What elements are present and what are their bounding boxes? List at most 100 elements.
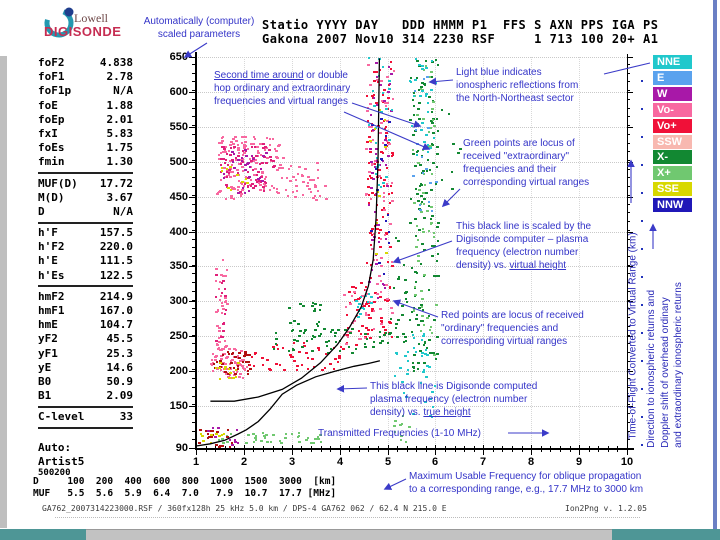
echo-dot	[318, 321, 320, 323]
echo-dot	[417, 324, 420, 326]
echo-dot	[218, 446, 220, 448]
echo-dot	[401, 305, 404, 307]
echo-dot	[210, 434, 213, 436]
echo-dot	[391, 200, 394, 202]
annotation-line: to a corresponding range, e.g., 17.7 MHz…	[409, 483, 667, 496]
echo-dot	[244, 369, 246, 371]
echo-dot	[262, 143, 265, 145]
annotation-text: Digisonde computer – plasma	[456, 234, 589, 245]
echo-dot	[412, 413, 415, 415]
echo-dot	[259, 189, 262, 191]
echo-dot	[373, 259, 375, 261]
echo-dot	[416, 143, 419, 145]
echo-dot	[413, 105, 415, 107]
annotation-line: corresponding virtual ranges	[441, 335, 613, 348]
echo-dot	[414, 79, 417, 81]
echo-dot	[422, 309, 424, 311]
echo-dot	[425, 95, 427, 97]
echo-dot	[436, 260, 438, 262]
echo-dot	[401, 314, 404, 316]
echo-dot	[237, 365, 239, 367]
echo-dot	[422, 170, 425, 172]
echo-dot	[418, 89, 420, 91]
echo-dot	[431, 108, 434, 110]
echo-dot	[317, 325, 319, 327]
echo-dot	[226, 269, 228, 271]
echo-dot	[421, 82, 424, 84]
echo-dot	[361, 325, 364, 327]
echo-dot	[293, 360, 296, 362]
param-label: D	[38, 204, 45, 218]
echo-dot	[370, 161, 373, 163]
x-tick	[579, 445, 580, 455]
echo-dot	[349, 332, 352, 334]
annotation-line: Red points are locus of received	[441, 309, 613, 322]
echo-dot	[409, 222, 412, 224]
annotation-black-line-scaled: This black line is scaled by the Digisond…	[456, 220, 621, 272]
echo-dot	[376, 160, 378, 162]
echo-dot	[380, 80, 383, 82]
echo-dot	[315, 199, 318, 201]
echo-dot	[389, 287, 391, 289]
param-label: foEp	[38, 112, 65, 126]
echo-dot	[419, 209, 422, 211]
echo-dot	[303, 332, 305, 334]
echo-dot	[413, 95, 415, 97]
echo-dot	[365, 286, 367, 288]
param-row: foEp 2.01	[38, 113, 133, 127]
echo-dot	[375, 168, 377, 170]
echo-dot	[244, 136, 247, 138]
echo-dot	[457, 152, 460, 154]
echo-dot	[385, 108, 388, 110]
echo-dot	[413, 202, 416, 204]
virtual-range-axis-label: Time-of-Flight Converted to Virtual Rang…	[627, 232, 639, 440]
annotation-line: ionospheric reflections from	[456, 79, 616, 92]
echo-dot	[425, 67, 428, 69]
echo-dot	[365, 148, 368, 150]
echo-dot	[388, 193, 390, 195]
scrollbar-left-cap[interactable]	[0, 529, 86, 540]
echo-dot	[224, 288, 226, 290]
echo-dot	[370, 264, 372, 266]
echo-dot	[236, 429, 238, 431]
echo-dot	[303, 342, 305, 344]
echo-dot	[297, 436, 299, 438]
echo-dot	[414, 218, 417, 220]
h-gridline	[196, 162, 627, 163]
echo-dot	[212, 353, 214, 355]
param-value: 4.838	[99, 56, 133, 69]
echo-dot	[418, 64, 421, 66]
axis-dot	[641, 164, 643, 166]
echo-dot	[404, 355, 407, 357]
echo-dot	[403, 392, 405, 394]
horizontal-scrollbar[interactable]	[0, 529, 720, 540]
y-minor-tick-right	[627, 212, 630, 213]
h-gridline	[196, 406, 627, 407]
echo-dot	[229, 154, 232, 156]
y-minor-tick	[192, 73, 196, 74]
y-minor-tick-right	[627, 221, 630, 222]
param-row: yF1 25.3	[38, 347, 133, 361]
echo-dot	[368, 317, 371, 319]
echo-dot	[290, 165, 292, 167]
echo-dot	[385, 164, 387, 166]
echo-dot	[375, 62, 378, 64]
echo-dot	[269, 156, 272, 158]
echo-dot	[373, 310, 375, 312]
echo-dot	[416, 151, 418, 153]
scrollbar-right-cap[interactable]	[612, 529, 720, 540]
echo-dot	[221, 170, 223, 172]
echo-dot	[414, 295, 416, 297]
y-tick-label: 450	[169, 191, 188, 203]
echo-dot	[400, 439, 402, 441]
echo-dot	[215, 296, 217, 298]
param-label: fmin	[38, 155, 65, 169]
echo-dot	[393, 425, 396, 427]
echo-dot	[373, 341, 375, 343]
echo-dot	[391, 109, 393, 111]
echo-dot	[358, 330, 360, 332]
echo-dot	[388, 121, 391, 123]
echo-dot	[430, 76, 433, 78]
echo-dot	[421, 315, 424, 317]
echo-dot	[251, 155, 253, 157]
